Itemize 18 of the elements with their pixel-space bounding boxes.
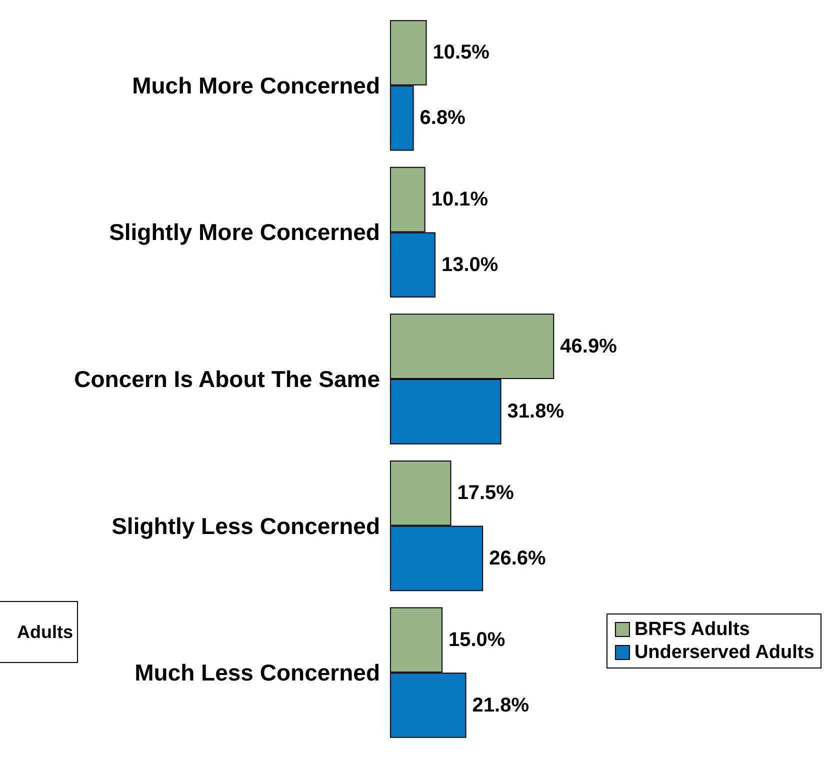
legend-label: Underserved Adults <box>634 642 814 663</box>
data-label: 10.1% <box>431 188 488 211</box>
data-label: 46.9% <box>560 335 618 358</box>
y-tick-label: Slightly More Concerned <box>109 219 380 246</box>
data-label: 6.8% <box>420 107 466 130</box>
data-label: 26.6% <box>489 547 546 570</box>
data-label: 10.5% <box>432 42 490 64</box>
y-tick-label: Slightly Less Concerned <box>112 512 380 539</box>
y-tick-label: Concern Is About The Same <box>74 366 380 392</box>
data-label: 17.5% <box>457 482 514 504</box>
y-tick-label: Much More Concerned <box>132 72 380 98</box>
data-label: 13.0% <box>442 254 498 276</box>
text: Adults <box>0 601 78 663</box>
y-tick-label: Much Less Concerned <box>134 660 380 686</box>
data-label: 21.8% <box>472 694 530 716</box>
data-label: 31.8% <box>507 400 564 423</box>
legend-label: BRFS Adults <box>634 619 750 640</box>
data-label: 15.0% <box>448 628 506 651</box>
